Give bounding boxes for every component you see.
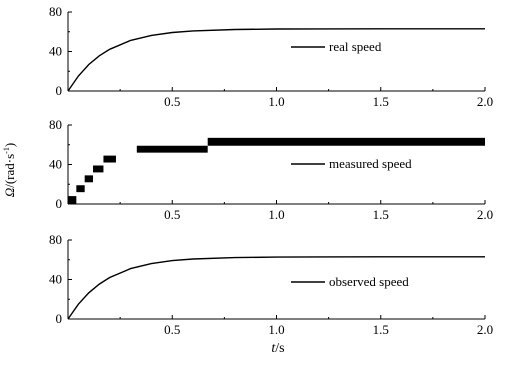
x-axis-unit: /s xyxy=(275,341,284,356)
measured-speed-band xyxy=(136,145,208,153)
measured-speed-band xyxy=(84,175,94,183)
legend-label: measured speed xyxy=(329,156,412,171)
y-axis-exponent: -1 xyxy=(2,147,11,154)
x-tick-label: 1.0 xyxy=(268,207,284,222)
panel-2: 0 40 80 0.5 1.0 1.5 2.0 measured speed xyxy=(49,117,493,222)
y-axis-label: Ω/(rad·s-1) xyxy=(2,143,17,197)
x-axis-symbol: t xyxy=(271,341,276,356)
x-tick-label: 1.5 xyxy=(373,94,389,109)
x-tick-label: 1.0 xyxy=(268,322,284,337)
x-tick-label: 1.0 xyxy=(268,94,284,109)
x-tick-label: 2.0 xyxy=(477,322,493,337)
measured-speed-band xyxy=(68,196,77,204)
measured-speed-band xyxy=(93,165,104,173)
measured-speed-band xyxy=(103,155,116,163)
legend-label: observed speed xyxy=(329,274,409,289)
y-tick-label: 0 xyxy=(56,196,63,211)
x-tick-label: 0.5 xyxy=(164,94,180,109)
y-tick-label: 80 xyxy=(49,4,62,19)
series-line xyxy=(67,256,485,320)
measured-speed-band xyxy=(76,185,85,193)
y-tick-label: 80 xyxy=(49,232,62,247)
y-tick-label: 0 xyxy=(56,83,63,98)
y-axis-symbol: Ω xyxy=(2,188,17,197)
x-tick-label: 0.5 xyxy=(164,207,180,222)
y-tick-label: 0 xyxy=(56,311,63,326)
panel-3: 0 40 80 0.5 1.0 1.5 2.0 observed speed xyxy=(49,232,493,337)
y-axis-close: ) xyxy=(2,143,17,147)
x-tick-label: 2.0 xyxy=(477,94,493,109)
series-line xyxy=(67,28,485,92)
x-tick-label: 2.0 xyxy=(477,207,493,222)
y-tick-label: 40 xyxy=(49,272,62,287)
y-tick-label: 80 xyxy=(49,117,62,132)
x-tick-label: 1.5 xyxy=(373,322,389,337)
x-tick-label: 0.5 xyxy=(164,322,180,337)
x-axis-label: t/s xyxy=(271,341,284,356)
x-tick-label: 1.5 xyxy=(373,207,389,222)
y-tick-label: 40 xyxy=(49,44,62,59)
panel-1: 0 40 80 0.5 1.0 1.5 2.0 real speed xyxy=(49,4,493,109)
y-axis-unit: /(rad·s xyxy=(2,154,17,188)
y-tick-label: 40 xyxy=(49,157,62,172)
measured-speed-band xyxy=(207,137,485,146)
legend-label: real speed xyxy=(329,39,382,54)
